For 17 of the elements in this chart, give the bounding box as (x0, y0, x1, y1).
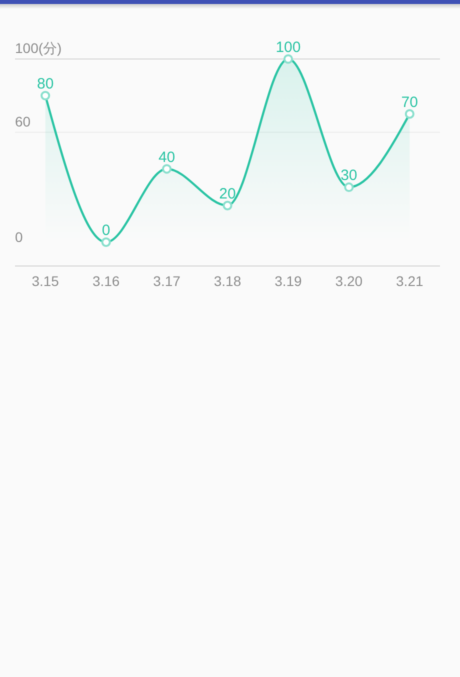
data-label: 0 (102, 222, 110, 240)
data-label: 20 (219, 186, 236, 203)
x-tick-label: 3.19 (274, 273, 302, 289)
x-tick-label: 3.21 (396, 273, 424, 289)
data-label: 100 (276, 39, 301, 56)
x-tick-label: 3.15 (32, 273, 60, 289)
annotation: 0 (15, 229, 23, 245)
x-tick-label: 3.18 (214, 273, 242, 289)
data-label: 70 (401, 94, 418, 111)
ref-line-label: 100(分) (15, 40, 62, 56)
data-label: 80 (37, 76, 54, 93)
x-tick-label: 3.20 (335, 273, 363, 289)
ref-line-label: 60 (15, 113, 31, 130)
x-tick-label: 3.17 (153, 273, 181, 289)
data-label: 40 (158, 148, 176, 166)
x-tick-label: 3.16 (92, 273, 120, 289)
data-label: 30 (340, 167, 358, 184)
